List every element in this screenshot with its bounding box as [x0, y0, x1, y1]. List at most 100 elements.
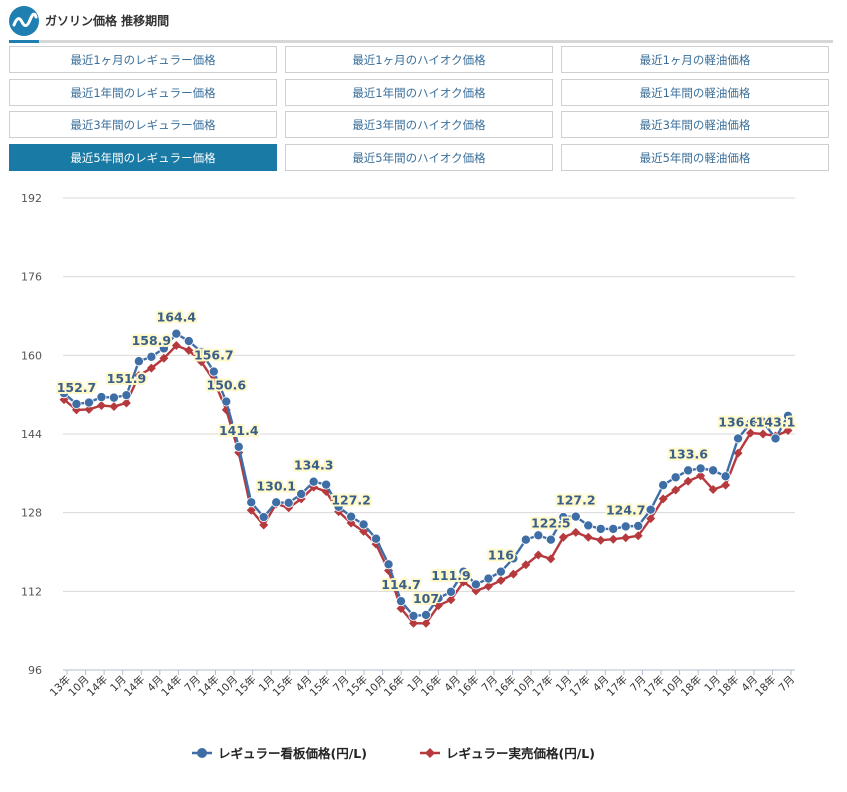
data-point — [371, 533, 382, 544]
data-point — [84, 404, 94, 414]
data-point — [733, 433, 744, 444]
data-point — [421, 618, 431, 628]
data-point — [445, 586, 456, 597]
data-point — [683, 465, 694, 476]
data-point — [546, 554, 556, 564]
data-point — [109, 401, 119, 411]
data-point — [71, 399, 82, 410]
x-tick-label: 18年 — [752, 673, 778, 699]
data-point — [470, 579, 481, 590]
data-point — [696, 471, 706, 481]
data-point — [645, 504, 656, 515]
x-tick-label: 17年 — [567, 673, 593, 699]
data-point — [608, 523, 619, 534]
y-tick-label: 192 — [21, 192, 42, 205]
data-point — [371, 539, 381, 549]
period-button-8[interactable]: 最近3年間のハイオク価格 — [285, 111, 553, 138]
data-point — [558, 532, 568, 542]
data-point — [346, 511, 357, 522]
data-point — [520, 534, 531, 545]
period-button-6[interactable]: 最近1年間の軽油価格 — [561, 79, 829, 106]
x-tick-label: 15年 — [270, 673, 296, 699]
x-tick-label: 15年 — [307, 673, 333, 699]
x-tick-label: 14年 — [121, 673, 147, 699]
data-point — [496, 576, 506, 586]
data-point — [783, 410, 794, 421]
data-point — [408, 610, 419, 621]
period-button-9[interactable]: 最近3年間の軽油価格 — [561, 111, 829, 138]
data-point — [121, 390, 132, 401]
data-point — [308, 476, 319, 487]
period-button-1[interactable]: 最近1ヶ月のレギュラー価格 — [9, 46, 277, 73]
y-tick-label: 144 — [21, 428, 42, 441]
data-point — [196, 346, 207, 357]
x-tick-label: 7月 — [776, 674, 797, 695]
data-label: 127.2 — [556, 493, 596, 508]
x-tick-label: 15年 — [344, 673, 370, 699]
data-point — [446, 595, 456, 605]
x-tick-label: 14年 — [84, 673, 110, 699]
legend-marker-2 — [425, 748, 435, 758]
data-label: 111.9 — [431, 568, 471, 583]
data-point — [246, 497, 257, 508]
period-button-2[interactable]: 最近1ヶ月のハイオク価格 — [285, 46, 553, 73]
data-point — [359, 526, 369, 536]
data-point — [521, 560, 531, 570]
x-tick-label: 16年 — [493, 673, 519, 699]
data-point — [121, 398, 131, 408]
data-point — [233, 441, 244, 452]
period-button-5[interactable]: 最近1年間のハイオク価格 — [285, 79, 553, 106]
data-point — [183, 336, 194, 347]
data-point — [146, 351, 157, 362]
data-point — [483, 573, 494, 584]
y-tick-label: 160 — [21, 349, 42, 362]
period-button-10[interactable]: 最近5年間のレギュラー価格 — [9, 144, 277, 171]
data-point — [533, 530, 544, 541]
price-line-chart: 9611212814416017619213年10月14年1月14年4月14年7… — [21, 192, 797, 761]
x-tick-label: 17年 — [641, 673, 667, 699]
period-button-7[interactable]: 最近3年間のレギュラー価格 — [9, 111, 277, 138]
data-point — [396, 604, 406, 614]
data-point — [608, 534, 618, 544]
series-2 — [59, 341, 793, 628]
period-button-4[interactable]: 最近1年間のレギュラー価格 — [9, 79, 277, 106]
y-tick-label: 112 — [21, 585, 42, 598]
data-point — [146, 363, 156, 373]
x-tick-label: 16年 — [381, 673, 407, 699]
data-point — [495, 566, 506, 577]
legend-label-1: レギュラー看板価格(円/L) — [218, 746, 367, 761]
data-point — [259, 520, 269, 530]
period-button-12[interactable]: 最近5年間の軽油価格 — [561, 144, 829, 171]
data-point — [184, 345, 194, 355]
data-point — [683, 476, 693, 486]
data-point — [158, 343, 169, 354]
period-button-3[interactable]: 最近1ヶ月の軽油価格 — [561, 46, 829, 73]
data-point — [620, 521, 631, 532]
data-point — [508, 569, 518, 579]
period-button-11[interactable]: 最近5年間のハイオク価格 — [285, 144, 553, 171]
data-point — [433, 593, 444, 604]
data-point — [159, 353, 169, 363]
data-point — [508, 553, 519, 564]
x-tick-label: 14年 — [158, 673, 184, 699]
data-point — [221, 396, 232, 407]
data-point — [633, 520, 644, 531]
gauge-logo-icon — [9, 6, 39, 36]
y-tick-label: 96 — [28, 664, 42, 677]
data-point — [283, 497, 294, 508]
data-point — [333, 501, 344, 512]
header-accent-bar — [9, 40, 39, 43]
data-point — [671, 485, 681, 495]
x-tick-label: 16年 — [418, 673, 444, 699]
data-point — [746, 428, 756, 438]
data-point — [721, 480, 731, 490]
data-point — [646, 514, 656, 524]
data-point — [396, 596, 407, 607]
data-point — [108, 392, 119, 403]
data-point — [483, 581, 493, 591]
data-point — [420, 609, 431, 620]
x-tick-label: 18年 — [715, 673, 741, 699]
data-point — [770, 433, 781, 444]
data-point — [720, 471, 731, 482]
x-tick-label: 15年 — [233, 673, 259, 699]
